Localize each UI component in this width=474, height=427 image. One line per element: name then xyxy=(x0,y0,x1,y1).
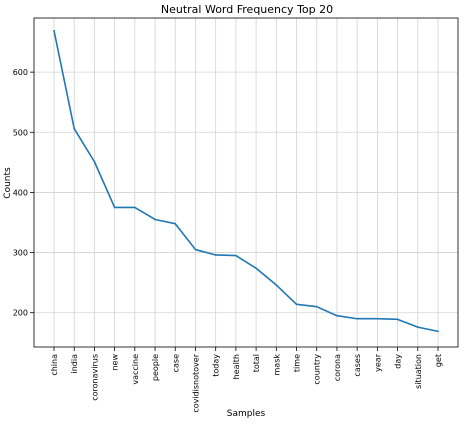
y-axis-label: Counts xyxy=(3,167,13,199)
x-axis: china india coronavirus new vaccine people cas… xyxy=(50,347,443,413)
x-tick-label: time xyxy=(293,354,302,372)
x-tick-label: covidisnotover xyxy=(191,353,200,412)
x-tick-label: year xyxy=(373,353,382,372)
y-tick-label: 500 xyxy=(13,128,28,137)
x-tick-label: case xyxy=(171,354,180,372)
x-axis-label: Samples xyxy=(227,409,266,419)
x-tick-label: total xyxy=(252,354,261,372)
data-point xyxy=(174,222,177,225)
x-tick-label: china xyxy=(50,354,59,376)
x-tick-label: new xyxy=(111,354,120,371)
x-tick-label: people xyxy=(151,354,160,381)
data-point xyxy=(336,314,338,317)
y-tick-label: 300 xyxy=(13,249,28,258)
series-line xyxy=(53,30,439,333)
y-tick-label: 600 xyxy=(13,68,28,77)
chart-title: Neutral Word Frequency Top 20 xyxy=(161,3,333,16)
data-point xyxy=(134,206,136,209)
x-tick-label: mask xyxy=(272,354,281,376)
x-tick-label: get xyxy=(434,354,443,367)
data-point xyxy=(437,330,439,333)
data-point xyxy=(93,160,96,163)
x-tick-label: country xyxy=(313,354,322,385)
data-point xyxy=(154,218,156,221)
data-point xyxy=(255,267,257,270)
x-tick-label: india xyxy=(70,354,79,374)
series-layer xyxy=(53,29,439,333)
data-point xyxy=(53,29,55,32)
data-point xyxy=(416,326,419,328)
x-tick-label: today xyxy=(212,354,221,377)
x-tick-label: vaccine xyxy=(131,354,140,385)
data-point xyxy=(275,284,278,286)
x-tick-label: coronavirus xyxy=(90,354,99,401)
data-point xyxy=(376,317,379,320)
x-tick-label: cases xyxy=(353,354,362,377)
data-point xyxy=(194,248,197,251)
grid-layer xyxy=(34,18,458,347)
data-point xyxy=(396,318,399,321)
y-axis: 200 300 400 500 600 xyxy=(13,68,34,318)
x-tick-label: corona xyxy=(333,354,342,381)
data-point xyxy=(356,317,358,320)
data-point xyxy=(315,305,318,308)
y-tick-label: 400 xyxy=(13,188,28,197)
plot-frame xyxy=(33,17,459,348)
data-point xyxy=(214,254,217,256)
y-tick-label: 200 xyxy=(13,309,28,318)
data-point xyxy=(113,206,116,209)
x-tick-label: day xyxy=(394,354,403,369)
data-point xyxy=(73,127,76,130)
x-tick-label: situation xyxy=(414,354,423,389)
data-point xyxy=(235,254,237,257)
x-tick-label: health xyxy=(232,354,241,379)
data-point xyxy=(295,303,298,306)
